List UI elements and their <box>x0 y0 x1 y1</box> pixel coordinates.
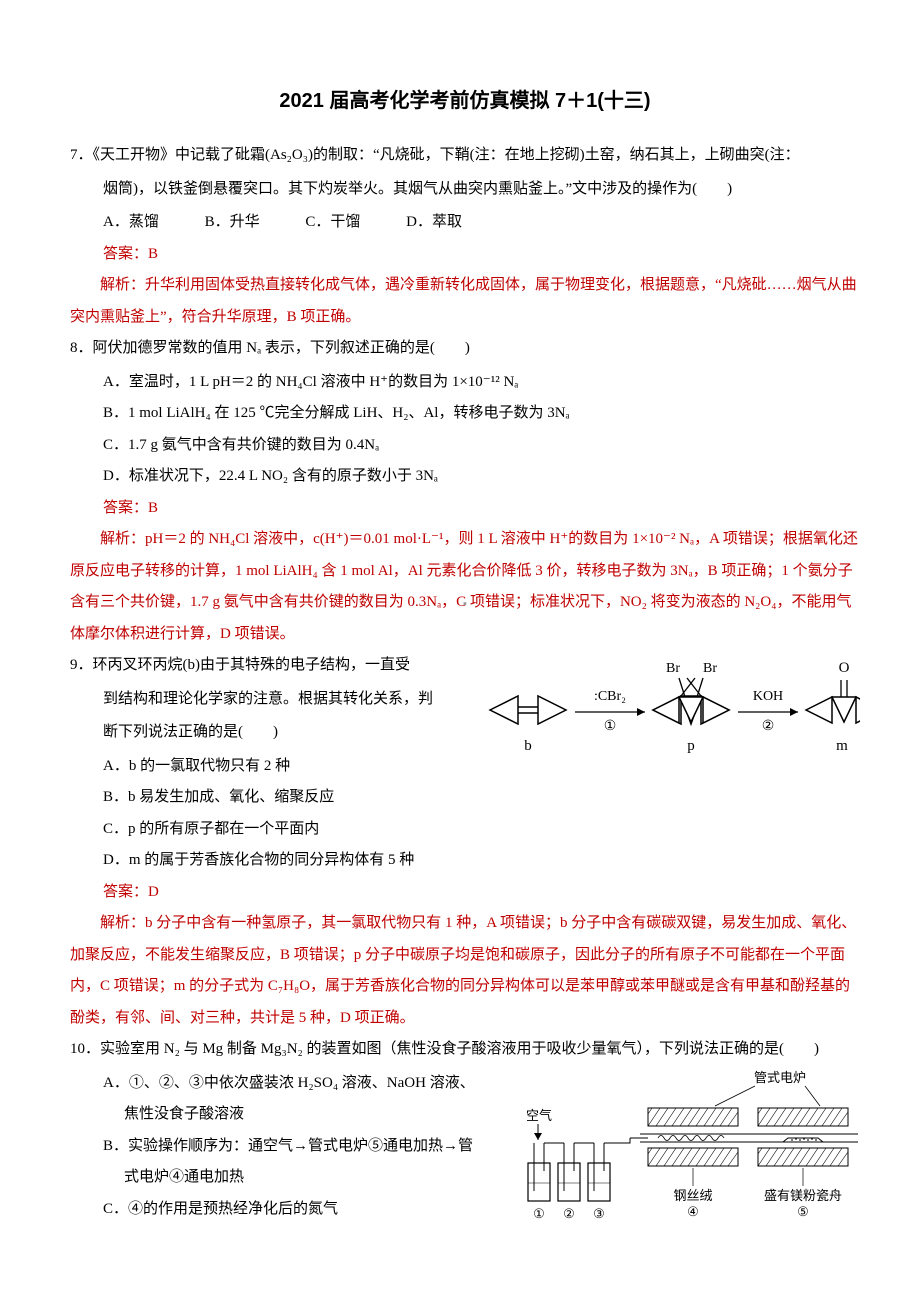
q9-label-o: O <box>839 660 850 676</box>
q7-stem-line1: 7．《天工开物》中记载了砒霜(As₂O₃)的制取：“凡烧砒，下鞘(注：在地上挖砌… <box>70 140 860 172</box>
q9-option-d: D．m 的属于芳香族化合物的同分异构体有 5 种 <box>70 845 860 877</box>
q9-reaction-diagram: b :CBr₂ ① <box>480 650 860 775</box>
page-title: 2021 届高考化学考前仿真模拟 7＋1(十三) <box>70 80 860 122</box>
q10-label-tube-furnace: 管式电炉 <box>754 1070 806 1085</box>
q8-option-a: A．室温时，1 L pH＝2 的 NH₄Cl 溶液中 H⁺的数目为 1×10⁻¹… <box>70 367 860 399</box>
q9-label-br1: Br <box>666 661 680 676</box>
q7-option-d: D．萃取 <box>406 207 462 239</box>
q9-arrow1-bottom: ① <box>604 719 617 734</box>
q9-option-c: C．p 的所有原子都在一个平面内 <box>70 814 860 846</box>
q10-label-air: 空气 <box>526 1108 552 1123</box>
q10-label-1: ① <box>533 1206 545 1221</box>
q9-option-a: A．b 的一氯取代物只有 2 种 <box>70 751 480 783</box>
q10-option-a-line2: 焦性没食子酸溶液 <box>70 1099 510 1131</box>
q9-arrow2-bottom: ② <box>762 719 775 734</box>
q9-label-m: m <box>836 738 848 754</box>
q9-label-br2: Br <box>703 661 717 676</box>
q9-label-p: p <box>687 738 695 754</box>
q10-label-5: ⑤ <box>797 1204 809 1219</box>
q9-label-b: b <box>524 738 532 754</box>
q8-option-c: C．1.7 g 氨气中含有共价键的数目为 0.4Nₐ <box>70 430 860 462</box>
q7-answer: 答案：B <box>70 239 860 271</box>
q10-option-c: C．④的作用是预热经净化后的氮气 <box>70 1194 510 1226</box>
q10-label-2: ② <box>563 1206 575 1221</box>
q8-option-d: D．标准状况下，22.4 L NO₂ 含有的原子数小于 3Nₐ <box>70 461 860 493</box>
q7-stem-line2: 烟筒)，以铁釜倒悬覆突口。其下灼炭举火。其烟气从曲突内熏贴釜上。”文中涉及的操作… <box>70 174 860 206</box>
q7-options: A．蒸馏 B．升华 C．干馏 D．萃取 <box>70 207 860 239</box>
q9-analysis: 解析：b 分子中含有一种氢原子，其一氯取代物只有 1 种，A 项错误；b 分子中… <box>70 908 860 1034</box>
watermark-dot: ▪ <box>463 593 467 616</box>
q9-arrow1-top: :CBr₂ <box>594 689 626 704</box>
q10-stem: 10．实验室用 N₂ 与 Mg 制备 Mg₃N₂ 的装置如图（焦性没食子酸溶液用… <box>70 1034 860 1066</box>
q7-analysis: 解析：升华利用固体受热直接转化成气体，遇冷重新转化成固体，属于物理变化，根据题意… <box>70 270 860 333</box>
q8-stem: 8．阿伏加德罗常数的值用 Nₐ 表示，下列叙述正确的是( ) <box>70 333 860 365</box>
q7-option-c: C．干馏 <box>305 207 360 239</box>
q9-stem-line1: 9．环丙叉环丙烷(b)由于其特殊的电子结构，一直受 <box>70 650 480 682</box>
q8-answer: 答案：B <box>70 493 860 525</box>
q8-option-b: B．1 mol LiAlH₄ 在 125 ℃完全分解成 LiH、H₂、Al，转移… <box>70 398 860 430</box>
q9-answer: 答案：D <box>70 877 860 909</box>
q7-option-b: B．升华 <box>205 207 260 239</box>
q10-option-a-line1: A．①、②、③中依次盛装浓 H₂SO₄ 溶液、NaOH 溶液、 <box>70 1068 510 1100</box>
q9-stem-line3: 断下列说法正确的是( ) <box>70 717 480 749</box>
q10-apparatus-diagram: 管式电炉 空气 <box>510 1068 860 1233</box>
q10-label-mg: 盛有镁粉瓷舟 <box>764 1188 842 1203</box>
q9-stem-line2: 到结构和理论化学家的注意。根据其转化关系，判 <box>70 684 480 716</box>
q7-option-a: A．蒸馏 <box>103 207 159 239</box>
q9-option-b: B．b 易发生加成、氧化、缩聚反应 <box>70 782 480 814</box>
q10-label-4: ④ <box>687 1204 699 1219</box>
q10-label-3: ③ <box>593 1206 605 1221</box>
q10-label-steel: 钢丝绒 <box>673 1188 712 1203</box>
q9-arrow2-top: KOH <box>753 689 783 704</box>
q8-analysis: 解析：pH＝2 的 NH₄Cl 溶液中，c(H⁺)＝0.01 mol·L⁻¹，则… <box>70 524 860 650</box>
q10-option-b-line2: 式电炉④通电加热 <box>70 1162 510 1194</box>
q10-option-b-line1: B．实验操作顺序为：通空气→管式电炉⑤通电加热→管 <box>70 1131 510 1163</box>
